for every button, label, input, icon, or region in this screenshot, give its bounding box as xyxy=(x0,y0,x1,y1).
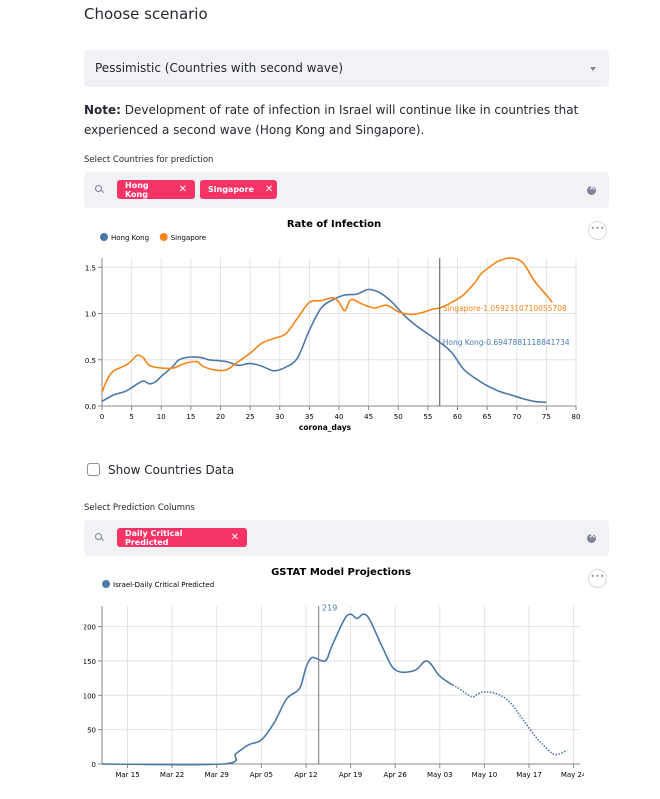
x-tick-label: Mar 22 xyxy=(160,771,184,779)
x-tick-label: 45 xyxy=(364,413,373,421)
y-tick-label: 0 xyxy=(92,761,96,769)
x-tick-label: 75 xyxy=(542,413,551,421)
clear-all-icon[interactable] xyxy=(587,531,596,543)
x-tick-label: Apr 19 xyxy=(339,771,362,779)
x-tick-label: May 24 xyxy=(561,771,584,779)
series-line-actual xyxy=(101,613,453,766)
show-countries-data-label: Show Countries Data xyxy=(108,463,235,477)
prediction-columns-label: Select Prediction Columns xyxy=(84,503,195,513)
x-tick-label: 20 xyxy=(216,413,225,421)
x-tick-label: May 03 xyxy=(427,771,453,779)
y-tick-label: 100 xyxy=(84,692,96,700)
x-tick-label: Mar 15 xyxy=(115,771,139,779)
y-tick-label: 0.5 xyxy=(85,357,96,365)
tag-hong-kong[interactable]: Hong Kong ✕ xyxy=(117,180,195,199)
x-tick-label: 0 xyxy=(100,413,104,421)
x-tick-label: Mar 29 xyxy=(205,771,229,779)
prediction-columns-multiselect[interactable]: Daily Critical Predicted ✕ xyxy=(84,520,609,556)
y-tick-label: 50 xyxy=(87,727,96,735)
chevron-down-icon[interactable] xyxy=(590,67,596,71)
series-line-projected xyxy=(452,684,568,756)
countries-select-label: Select Countries for prediction xyxy=(84,155,214,165)
search-icon xyxy=(95,533,102,540)
legend-symbol xyxy=(159,233,168,241)
chart-title: GSTAT Model Projections xyxy=(271,567,411,578)
show-countries-data-checkbox[interactable] xyxy=(87,463,100,476)
x-tick-label: 70 xyxy=(512,413,521,421)
tag-singapore[interactable]: Singapore ✕ xyxy=(200,180,277,199)
rate-of-infection-chart: Rate of Infection Hong Kong Singapore 0 5 10 1… xyxy=(85,219,581,432)
y-tick-label: 150 xyxy=(84,658,96,666)
scenario-select[interactable]: Pessimistic (Countries with second wave) xyxy=(84,50,609,87)
x-tick-label: 5 xyxy=(129,413,133,421)
tag-label: Singapore xyxy=(208,185,254,194)
choose-scenario-heading: Choose scenario xyxy=(84,5,208,23)
series-value-label: Singapore-1.0592310710055708 xyxy=(443,304,567,313)
chart-menu-button[interactable]: ••• xyxy=(588,221,607,240)
gstat-projections-chart: GSTAT Model Projections Israel-Daily Crit… xyxy=(84,567,584,779)
search-icon xyxy=(95,185,102,192)
chart-menu-button[interactable]: ••• xyxy=(588,569,607,588)
tag-label: Daily Critical Predicted xyxy=(125,528,183,547)
series-line-singapore xyxy=(101,257,553,393)
x-tick-label: May 17 xyxy=(516,771,542,779)
remove-tag-icon[interactable]: ✕ xyxy=(230,532,239,543)
remove-tag-icon[interactable]: ✕ xyxy=(264,184,274,195)
scenario-selected-value: Pessimistic (Countries with second wave) xyxy=(95,61,344,75)
y-tick-label: 0.0 xyxy=(85,403,96,411)
legend-label: Hong Kong xyxy=(111,234,149,242)
countries-multiselect[interactable]: Hong Kong ✕ Singapore ✕ xyxy=(84,172,609,208)
x-tick-label: 30 xyxy=(275,413,284,421)
y-tick-label: 1.0 xyxy=(85,311,96,319)
x-tick-label: 50 xyxy=(394,413,403,421)
scenario-note: Note: Development of rate of infection i… xyxy=(84,100,609,140)
x-tick-label: 80 xyxy=(572,413,581,421)
legend-symbol xyxy=(102,580,110,588)
series-value-label: Hong Kong-0.6947881118841734 xyxy=(443,338,570,347)
remove-tag-icon[interactable]: ✕ xyxy=(178,184,187,195)
chart-title: Rate of Infection xyxy=(287,219,381,230)
x-tick-label: Apr 12 xyxy=(294,771,317,779)
x-tick-label: 60 xyxy=(453,413,462,421)
x-tick-label: 25 xyxy=(246,413,255,421)
x-tick-label: 40 xyxy=(335,413,344,421)
x-tick-label: 10 xyxy=(157,413,166,421)
note-label: Note: xyxy=(84,103,121,117)
legend-label: Singapore xyxy=(171,234,206,242)
y-tick-label: 200 xyxy=(84,624,96,632)
legend-symbol xyxy=(100,233,108,241)
x-tick-label: May 10 xyxy=(472,771,498,779)
note-text: Development of rate of infection in Isra… xyxy=(84,103,579,137)
x-axis-title: corona_days xyxy=(299,423,352,432)
x-tick-label: Apr 26 xyxy=(384,771,408,779)
x-tick-label: 15 xyxy=(186,413,195,421)
tag-daily-critical-predicted[interactable]: Daily Critical Predicted ✕ xyxy=(117,528,247,547)
tag-label: Hong Kong xyxy=(125,180,149,199)
y-tick-label: 1.5 xyxy=(85,264,96,272)
x-tick-label: 55 xyxy=(423,413,432,421)
x-tick-label: Apr 05 xyxy=(250,771,273,779)
series-line-hong-kong xyxy=(101,288,547,404)
x-tick-label: 35 xyxy=(305,413,314,421)
x-tick-label: 65 xyxy=(483,413,492,421)
legend-label: Israel-Daily Critical Predicted xyxy=(113,581,214,589)
clear-all-icon[interactable] xyxy=(587,183,596,195)
hover-value-label: 219 xyxy=(322,604,337,613)
